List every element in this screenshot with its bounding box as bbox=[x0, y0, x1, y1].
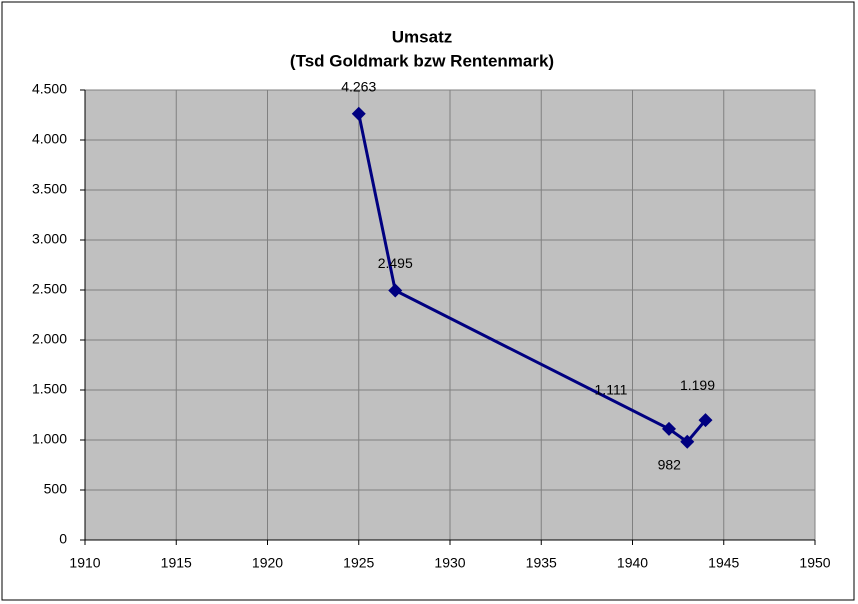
x-tick-label: 1950 bbox=[799, 555, 830, 571]
data-label: 982 bbox=[658, 457, 682, 473]
data-label: 2.495 bbox=[378, 255, 413, 271]
y-tick-label: 1.500 bbox=[32, 381, 67, 397]
x-tick-label: 1910 bbox=[69, 555, 100, 571]
marker bbox=[351, 106, 366, 121]
y-tick-label: 2.000 bbox=[32, 331, 67, 347]
y-tick-label: 4.000 bbox=[32, 131, 67, 147]
x-tick-label: 1945 bbox=[708, 555, 739, 571]
y-tick-label: 3.500 bbox=[32, 181, 67, 197]
x-tick-label: 1925 bbox=[343, 555, 374, 571]
marker bbox=[680, 434, 695, 449]
x-tick-label: 1915 bbox=[161, 555, 192, 571]
y-tick-label: 1.000 bbox=[32, 431, 67, 447]
x-tick-label: 1940 bbox=[617, 555, 648, 571]
data-label: 4.263 bbox=[341, 78, 376, 94]
y-tick-label: 3.000 bbox=[32, 231, 67, 247]
y-tick-label: 500 bbox=[44, 481, 68, 497]
y-tick-label: 2.500 bbox=[32, 281, 67, 297]
x-tick-label: 1920 bbox=[252, 555, 283, 571]
marker bbox=[698, 413, 713, 428]
x-tick-label: 1935 bbox=[526, 555, 557, 571]
y-tick-label: 0 bbox=[59, 531, 67, 547]
data-label: 1.111 bbox=[595, 382, 628, 398]
chart-title: Umsatz bbox=[392, 27, 452, 46]
marker bbox=[388, 283, 403, 298]
x-tick-label: 1930 bbox=[434, 555, 465, 571]
chart-subtitle: (Tsd Goldmark bzw Rentenmark) bbox=[290, 51, 554, 70]
marker bbox=[662, 421, 676, 436]
data-label: 1.199 bbox=[680, 377, 715, 393]
y-tick-label: 4.500 bbox=[32, 81, 67, 97]
